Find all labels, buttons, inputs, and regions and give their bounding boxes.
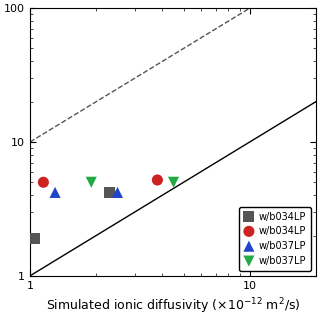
w/b037LP <box>52 190 58 195</box>
w/b037LP <box>171 180 176 185</box>
w/b034LP <box>32 236 37 241</box>
Legend: w/b034LP, w/b034LP, w/b037LP, w/b037LP: w/b034LP, w/b034LP, w/b037LP, w/b037LP <box>239 207 311 271</box>
w/b034LP <box>155 177 160 182</box>
w/b037LP <box>89 180 94 185</box>
w/b037LP <box>115 190 120 195</box>
X-axis label: Simulated ionic diffusivity ($\times10^{-12}$ m$^2$/s): Simulated ionic diffusivity ($\times10^{… <box>45 296 300 316</box>
w/b034LP <box>107 190 112 195</box>
w/b034LP <box>41 180 46 185</box>
